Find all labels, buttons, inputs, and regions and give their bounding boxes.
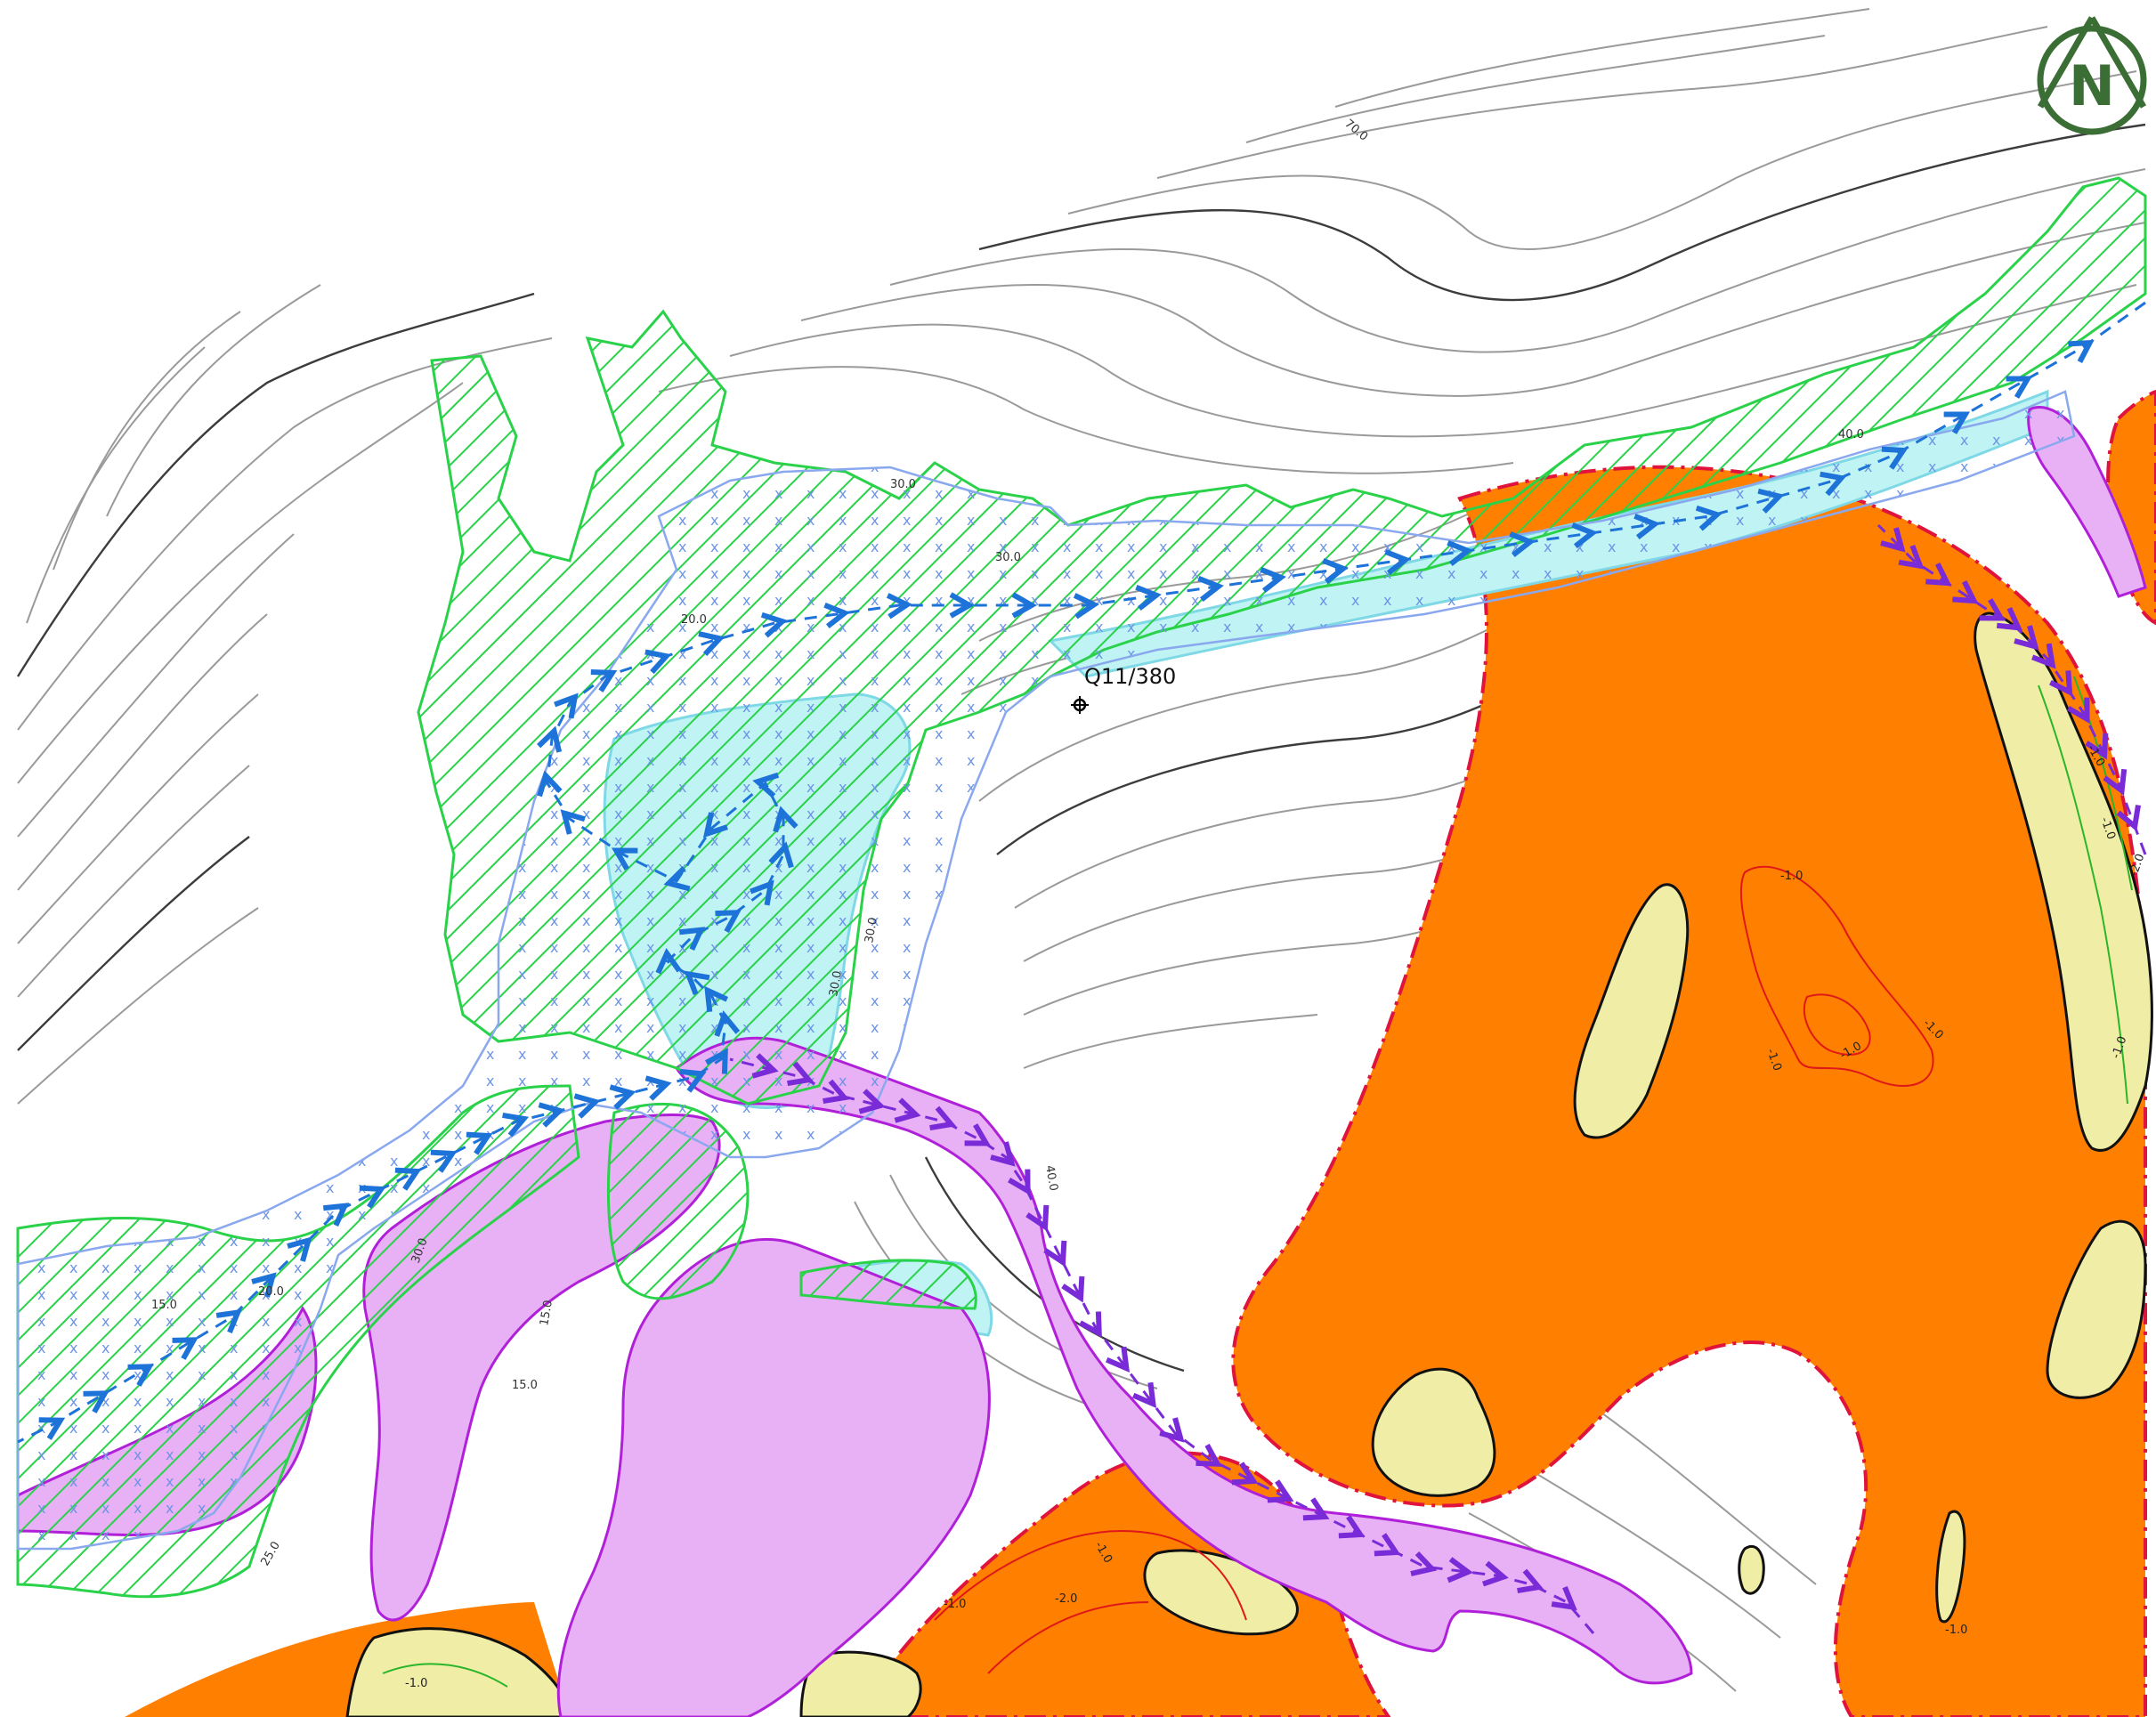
north-arrow-ring [2037, 25, 2147, 135]
orange-zone-north-east [2106, 389, 2156, 626]
contour-label: 20.0 [258, 1285, 284, 1299]
contour-label: 15.0 [151, 1299, 177, 1312]
contour-label: 30.0 [890, 478, 916, 491]
contour-label: 30.0 [863, 917, 880, 944]
contour-label: 20.0 [681, 613, 707, 627]
purple-flow-route-east [1876, 523, 2147, 855]
contour-label: 30.0 [827, 970, 845, 998]
depth-label: -2.0 [1055, 1592, 1077, 1606]
contour-label: 30.0 [995, 551, 1021, 564]
depth-label: -1.0 [1945, 1624, 1967, 1637]
contour-label: 15.0 [538, 1300, 555, 1327]
contour-label: 40.0 [1042, 1164, 1060, 1192]
north-arrow-letter: N [2069, 53, 2115, 118]
contour-label: 25.0 [258, 1539, 282, 1568]
contour-label: 70.0 [1341, 117, 1370, 144]
depth-label: -1.0 [944, 1598, 966, 1611]
reference-point: Q11/380 [1071, 664, 1176, 714]
contour-label: 15.0 [512, 1379, 538, 1392]
blue-flow-route [17, 301, 2146, 1444]
contour-label: 40.0 [1838, 428, 1864, 441]
north-arrow: N [2037, 16, 2147, 135]
purple-flow-route [729, 1059, 1595, 1634]
depth-label: -1.0 [1780, 870, 1803, 883]
reference-label: Q11/380 [1084, 664, 1176, 689]
depth-label: -1.0 [405, 1677, 427, 1690]
